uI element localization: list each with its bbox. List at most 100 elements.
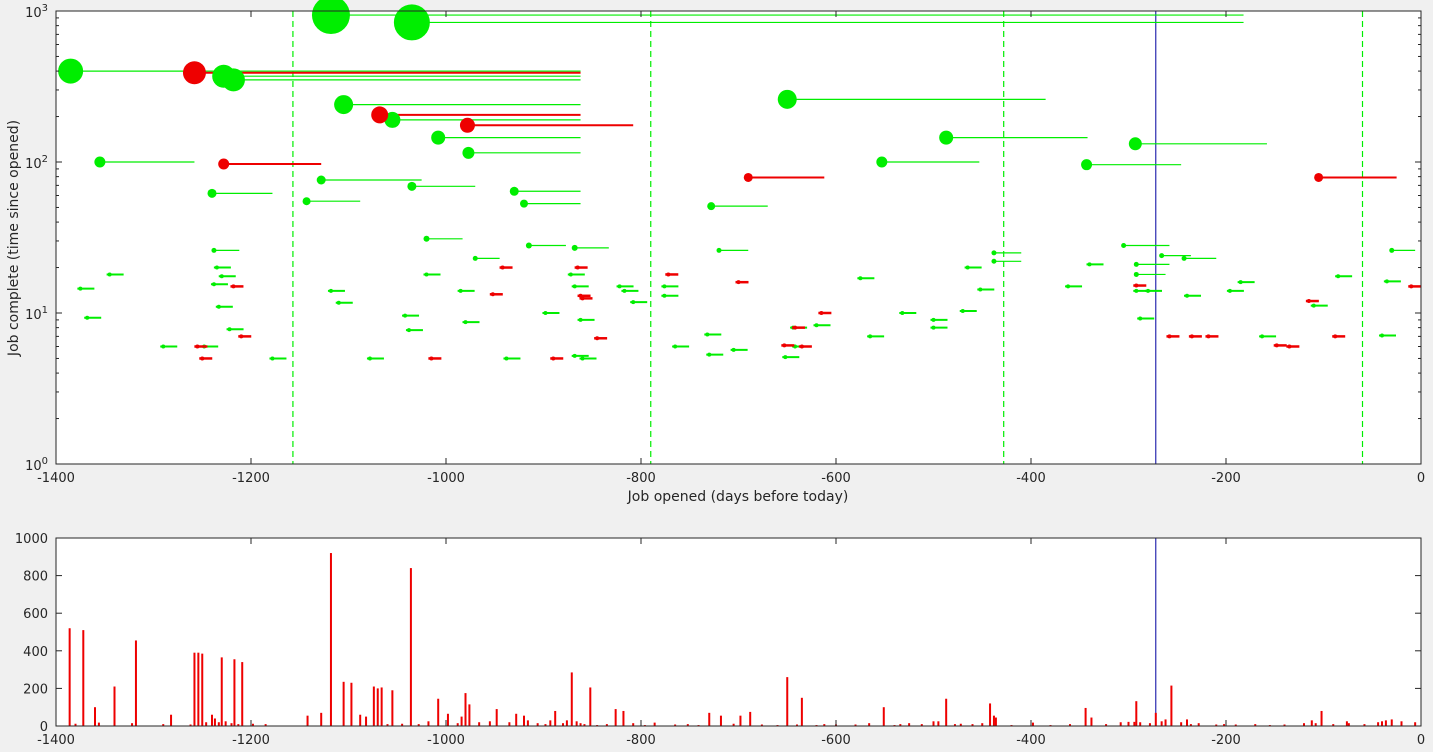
job-point [218,158,230,170]
top-axes: -1400 -1200 -1000 -800 -600 -400 -200 0 1001011… [6,0,1425,505]
job-point [705,332,710,337]
histogram-bar [162,724,165,726]
job-point [622,288,627,293]
job-point [707,352,712,357]
histogram-bar [437,698,440,726]
y-tick-label: 600 [23,607,48,622]
histogram-bar [1090,717,1093,726]
x-tick-label: -200 [1211,471,1241,486]
histogram-bar [1197,723,1200,726]
y-tick-exponent: 0 [42,456,48,467]
job-point [617,284,622,289]
job-point [1138,316,1143,321]
job-point [731,347,736,352]
histogram-bar [549,720,552,726]
job-point [1389,247,1395,253]
histogram-bar [417,724,420,726]
job-point [1311,303,1316,308]
histogram-bar [1031,722,1034,726]
job-point [978,287,983,292]
x-tick-label: -1400 [37,733,75,748]
histogram-bar [994,717,997,726]
job-point [543,311,548,315]
x-tick-label: -800 [626,733,656,748]
job-point [1167,334,1172,339]
job-point [490,292,495,297]
x-tick-label: -800 [626,471,656,486]
histogram-bar [882,707,885,726]
job-point [931,317,936,322]
histogram-bar [708,712,711,726]
job-point [500,265,505,270]
job-point [900,311,905,315]
job-point [459,117,475,133]
job-point [1333,334,1338,339]
histogram-bar [1377,722,1380,726]
histogram-bar [488,721,491,726]
histogram-bar [1127,721,1130,726]
histogram-bar [131,723,134,726]
job-point [520,199,528,208]
job-point [211,282,216,287]
histogram-bar [320,712,323,726]
x-tick-label: -600 [821,733,851,748]
histogram-bar [1414,722,1417,726]
job-point [1189,334,1194,339]
job-point [1306,299,1311,304]
job-point [1314,172,1324,182]
job-point [1134,288,1139,293]
histogram-bar [823,724,826,726]
y-tick-label: 800 [23,570,48,585]
job-point [393,4,430,41]
job-point [931,325,936,330]
job-point [1336,274,1341,279]
histogram-bar [391,690,394,726]
job-point [575,265,580,270]
x-tick-label: -200 [1211,733,1241,748]
job-point [403,313,408,318]
histogram-bar [1170,685,1173,726]
job-point [328,288,333,293]
histogram-bar [1154,712,1157,726]
histogram-bar [1332,724,1335,726]
x-tick-label: -600 [821,471,851,486]
histogram-bar [113,686,116,726]
job-point [423,235,430,242]
histogram-bar [575,721,578,726]
histogram-bar [1384,720,1387,726]
histogram-bar [989,703,992,726]
histogram-bar [565,720,568,726]
histogram-bar [554,710,557,726]
histogram-bar [230,723,233,726]
histogram-bar [264,724,267,726]
job-point [1133,271,1139,277]
job-point [631,300,636,305]
job-point [991,258,997,264]
histogram-bar [386,724,389,726]
job-point [572,284,577,289]
histogram-bar [329,553,332,726]
job-point [1159,253,1165,259]
histogram-bar [211,714,213,726]
job-point [1185,293,1189,298]
job-point [876,156,888,168]
histogram-bar [251,723,254,726]
histogram-bar [217,722,220,726]
job-point [472,255,478,261]
job-point [311,0,350,35]
job-point [463,320,468,325]
histogram-bar [1400,721,1403,726]
histogram-bar [508,722,511,726]
job-point [1409,284,1414,289]
histogram-bar [1135,701,1138,726]
histogram-bar [981,723,984,726]
job-point [407,181,417,191]
job-point [777,89,797,109]
histogram-bar [201,653,204,726]
job-point [58,58,84,84]
histogram-bar [495,709,498,726]
histogram-bar [953,724,956,726]
histogram-bar [570,672,573,726]
job-point [94,156,106,168]
top-x-axis-label: Job opened (days before today) [627,489,849,505]
